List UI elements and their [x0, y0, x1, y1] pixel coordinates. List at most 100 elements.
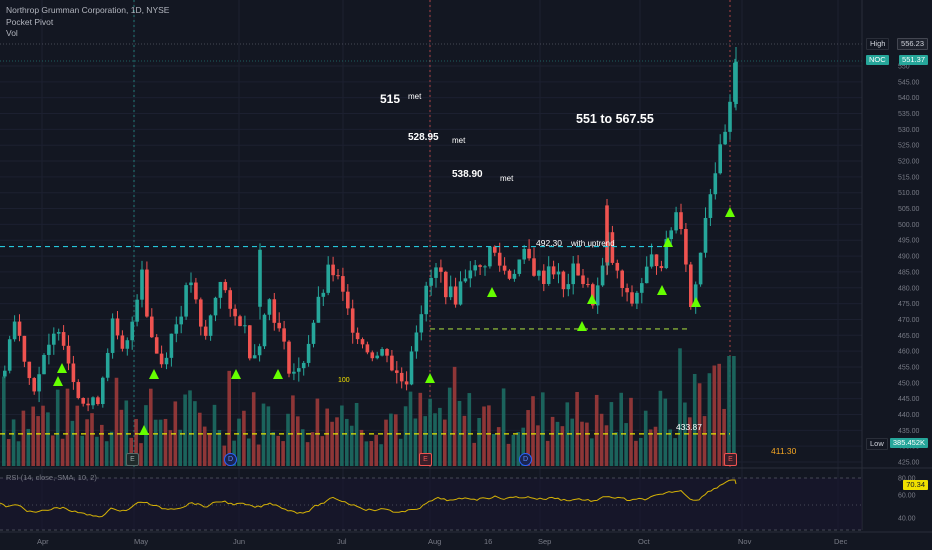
volume-bar	[389, 413, 393, 466]
candle-body	[674, 212, 678, 231]
volume-bar	[648, 429, 653, 466]
earnings-event-icon[interactable]: E	[126, 453, 139, 466]
candle-body	[453, 286, 458, 305]
volume-bar	[516, 432, 521, 466]
candle-body	[277, 322, 281, 329]
volume-bar	[590, 438, 594, 466]
candle-body	[37, 374, 41, 392]
dividend-event-icon[interactable]: D	[224, 453, 237, 466]
indicator-volume[interactable]: Vol	[6, 28, 18, 38]
volume-bar	[643, 410, 648, 466]
candle-body	[566, 284, 571, 290]
volume-bar	[256, 444, 261, 466]
candle-body	[257, 346, 262, 356]
candle-body	[3, 370, 7, 377]
annotation-492: 492.30	[536, 238, 562, 248]
pocket-pivot-triangle	[577, 321, 587, 331]
candle-body	[734, 61, 738, 105]
volume-bar	[511, 434, 516, 466]
candle-body	[17, 321, 22, 336]
volume-bar	[423, 416, 427, 466]
volume-bar	[217, 429, 222, 466]
volume-bar	[545, 440, 550, 466]
candle-body	[292, 371, 296, 374]
price-axis-tick: 540.00	[898, 95, 920, 102]
volume-bar	[345, 418, 349, 466]
candle-body	[184, 285, 188, 317]
volume-bar	[668, 429, 672, 466]
candle-body	[689, 264, 693, 307]
candle-body	[625, 288, 629, 293]
candle-body	[336, 275, 340, 277]
volume-bar	[90, 413, 94, 466]
price-axis-tick: 500.00	[898, 222, 920, 229]
volume-bar	[462, 415, 467, 466]
volume-bar	[335, 417, 339, 466]
volume-bar	[555, 421, 560, 466]
candle-body	[395, 370, 399, 373]
candle-body	[551, 266, 556, 275]
volume-bar	[261, 403, 266, 466]
candle-body	[243, 325, 247, 327]
candle-body	[223, 281, 228, 291]
volume-bar	[629, 397, 633, 466]
price-axis-tick: 465.00	[898, 333, 920, 340]
candle-body	[493, 246, 497, 253]
pocket-pivot-triangle	[657, 285, 667, 295]
volume-bar	[536, 425, 540, 466]
volume-bar	[443, 419, 447, 466]
volume-bar	[707, 373, 712, 466]
candle-body	[556, 271, 561, 275]
pocket-pivot-triangle	[425, 373, 435, 383]
candle-body	[321, 292, 326, 297]
volume-bar	[237, 418, 241, 466]
volume-bar	[526, 410, 530, 466]
volume-bar	[609, 402, 614, 466]
candle-body	[414, 332, 419, 352]
candle-body	[42, 354, 46, 375]
noc-label: NOC	[866, 55, 889, 65]
volume-bar	[712, 365, 717, 466]
dividend-event-icon[interactable]: D	[519, 453, 532, 466]
volume-bar	[482, 406, 486, 466]
volume-bar	[349, 425, 354, 466]
volume-bar	[364, 441, 369, 466]
pocket-pivot-triangle	[139, 425, 149, 435]
candle-body	[380, 349, 384, 356]
candle-body	[419, 314, 424, 333]
volume-bar	[139, 443, 143, 466]
annotation-528-met: met	[452, 136, 466, 145]
volume-bar	[227, 370, 231, 466]
candle-body	[61, 332, 66, 346]
month-label-oct: Oct	[638, 537, 650, 546]
volume-bar	[281, 441, 285, 466]
volume-bar	[114, 377, 119, 466]
candle-body	[159, 353, 164, 365]
month-label-aug: Aug	[428, 537, 442, 546]
candle-body	[228, 290, 232, 309]
pocket-pivot-triangle	[57, 363, 67, 373]
earnings-event-icon[interactable]: E	[419, 453, 432, 466]
indicator-pocket-pivot[interactable]: Pocket Pivot	[6, 17, 54, 27]
rsi-title[interactable]: RSI (14, close, SMA, 10, 2)	[6, 473, 97, 482]
volume-bar	[183, 394, 187, 466]
candle-body	[390, 355, 394, 371]
candle-body	[105, 352, 110, 378]
candle-body	[258, 249, 262, 307]
price-axis-tick: 545.00	[898, 79, 920, 86]
candle-body	[306, 343, 311, 363]
earnings-event-icon[interactable]: E	[724, 453, 737, 466]
candle-body	[385, 349, 389, 356]
volume-bar	[496, 427, 501, 466]
volume-bar	[31, 406, 35, 466]
candle-body	[350, 308, 355, 333]
volume-bar	[438, 407, 442, 466]
price-axis-tick: 445.00	[898, 396, 920, 403]
candle-body	[130, 321, 134, 341]
rsi-axis-tick: 40.00	[898, 516, 916, 523]
candle-body	[439, 267, 443, 272]
candle-body	[145, 269, 149, 317]
symbol-title[interactable]: Northrop Grumman Corporation, 1D, NYSE	[6, 5, 170, 15]
